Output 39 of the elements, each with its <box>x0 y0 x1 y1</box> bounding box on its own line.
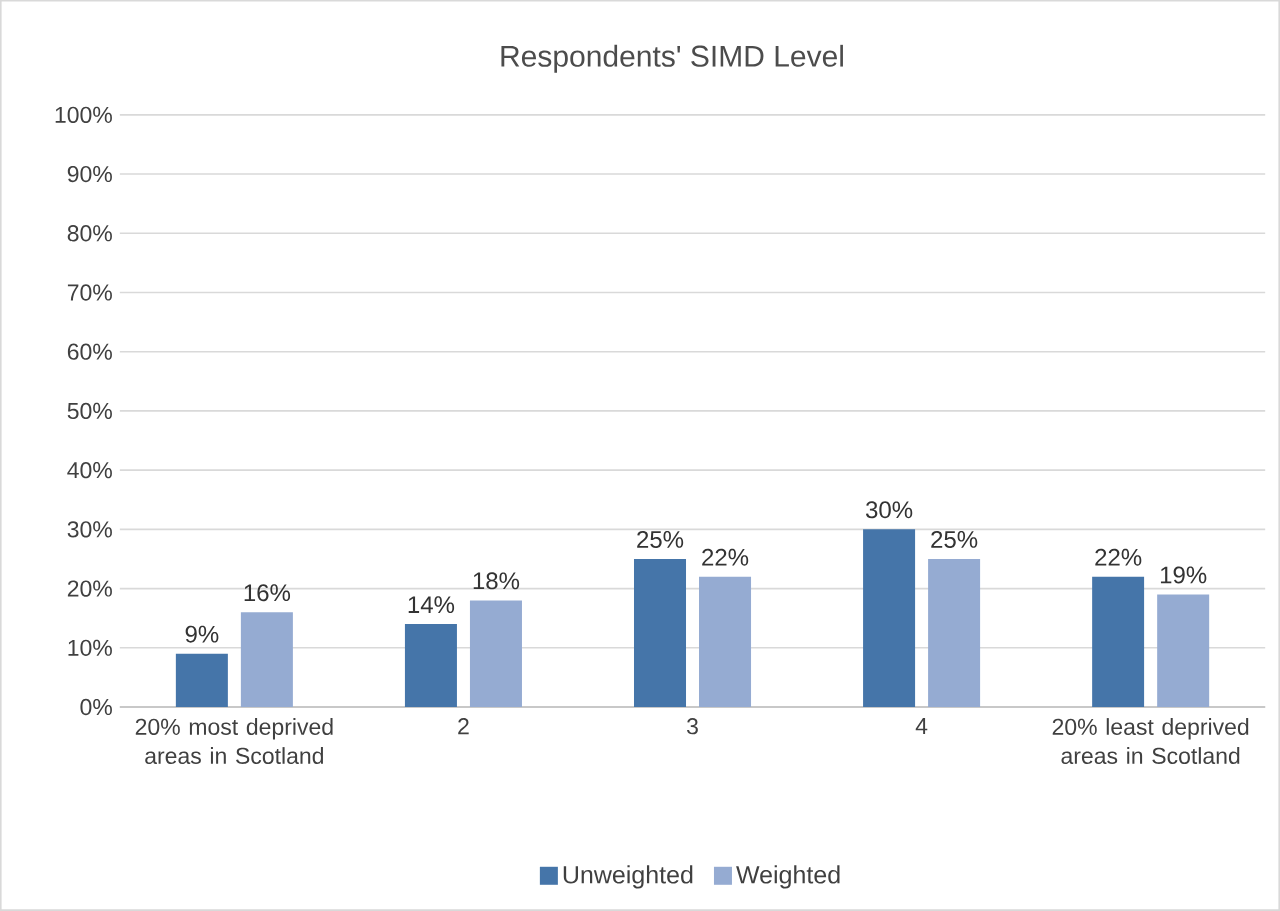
legend-label: Unweighted <box>563 865 693 889</box>
data-label: 18% <box>473 572 520 590</box>
bar <box>928 559 981 708</box>
y-tick-label: 90% <box>67 165 112 183</box>
y-tick-label: 40% <box>67 462 112 479</box>
y-tick-label: 100% <box>55 106 112 124</box>
x-tick-label: 2 <box>458 718 469 735</box>
x-tick-label: 4 <box>915 718 928 734</box>
data-label: 19% <box>1160 566 1207 584</box>
chart-title: Respondents' SIMD Level <box>501 44 843 73</box>
bar <box>699 576 752 708</box>
y-tick-label: 30% <box>67 521 112 538</box>
data-label: 22% <box>702 548 749 566</box>
x-tick-label: 20% most deprived areas in Scotland <box>135 718 333 765</box>
data-label: 16% <box>244 584 291 602</box>
bar <box>404 624 457 708</box>
y-tick-label: 20% <box>67 580 112 597</box>
legend-label: Weighted <box>736 865 840 889</box>
bar <box>634 559 687 708</box>
data-label: 30% <box>865 501 913 519</box>
y-tick-label: 80% <box>67 225 112 242</box>
y-tick-label: 0% <box>80 698 112 716</box>
bar <box>175 653 228 708</box>
data-label: 25% <box>931 530 978 548</box>
y-tick-label: 70% <box>67 284 112 301</box>
data-label: 9% <box>185 625 219 643</box>
x-tick-label: 20% least deprived areas in Scotland <box>1052 718 1249 765</box>
y-tick-label: 50% <box>67 402 112 420</box>
x-tick-label: 3 <box>687 718 698 735</box>
bar <box>1092 576 1145 708</box>
data-label: 25% <box>637 530 684 548</box>
data-label: 22% <box>1095 548 1142 566</box>
y-tick-label: 10% <box>68 639 112 656</box>
bar <box>469 600 522 708</box>
bar <box>1157 594 1210 708</box>
y-tick-label: 60% <box>67 343 112 360</box>
data-label: 14% <box>408 596 455 614</box>
bar <box>240 612 293 708</box>
bar <box>863 529 916 708</box>
